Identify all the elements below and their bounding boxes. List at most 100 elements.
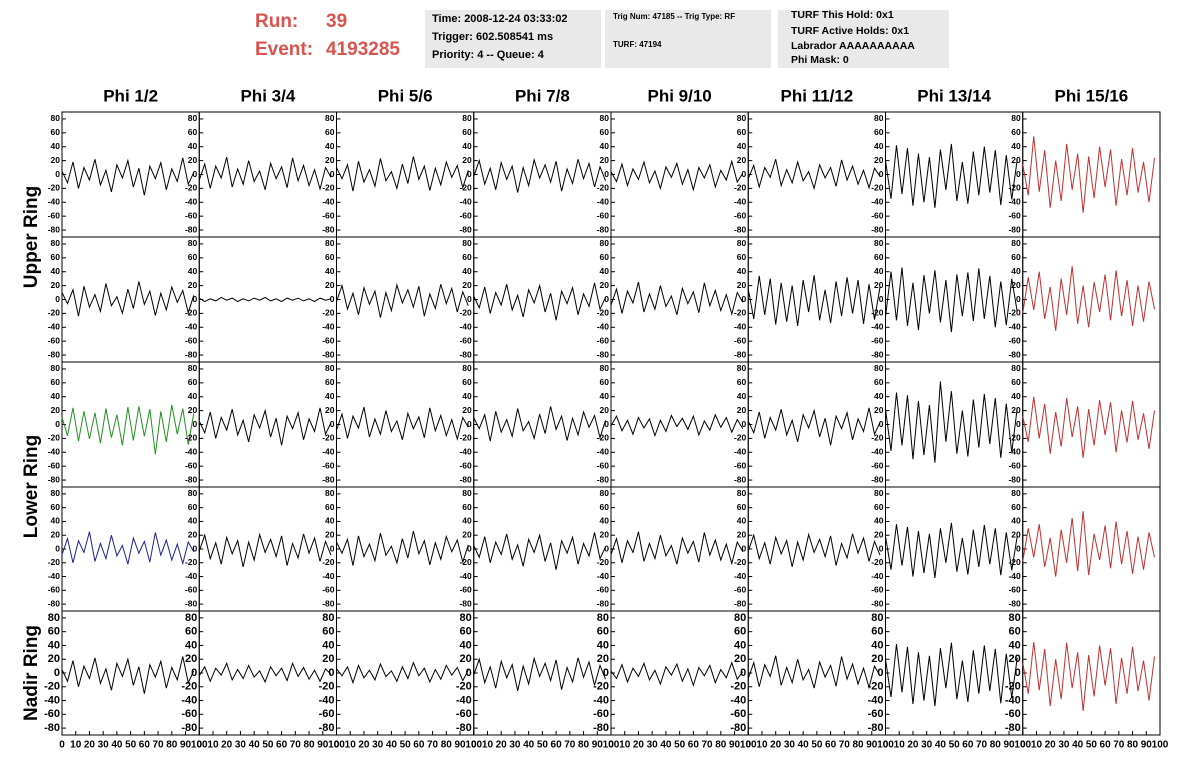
x-tick-label: 0 [471, 740, 477, 751]
y-tick-label: 60 [737, 377, 747, 387]
column-title: Phi 13/14 [917, 86, 991, 105]
y-tick-label: 20 [1009, 653, 1021, 665]
y-tick-label: -60 [48, 460, 61, 470]
y-tick-label: 0 [330, 543, 335, 553]
waveform [885, 381, 1018, 463]
y-tick-label: 80 [1011, 488, 1021, 498]
y-tick-label: -40 [597, 447, 610, 457]
y-tick-label: -20 [459, 433, 472, 443]
y-tick-label: -60 [871, 460, 884, 470]
y-tick-label: -20 [44, 681, 60, 693]
y-tick-label: 0 [604, 294, 609, 304]
y-tick-label: 0 [604, 543, 609, 553]
y-tick-label: 60 [462, 377, 472, 387]
y-tick-label: -20 [185, 557, 198, 567]
y-tick-label: 40 [737, 391, 747, 401]
waveform [1022, 266, 1156, 331]
y-tick-label: 40 [322, 639, 334, 651]
y-tick-label: 40 [462, 391, 472, 401]
y-tick-label: 80 [188, 113, 198, 123]
y-tick-label: -40 [1005, 694, 1021, 706]
y-tick-label: 0 [742, 294, 747, 304]
x-tick-label: 50 [400, 740, 412, 751]
y-tick-label: -20 [459, 557, 472, 567]
y-tick-label: 60 [188, 127, 198, 137]
panel-frame [198, 486, 337, 612]
y-tick-label: 40 [1011, 516, 1021, 526]
x-tick-label: 60 [962, 740, 974, 751]
y-tick-label: 0 [193, 543, 198, 553]
waveform [198, 407, 332, 446]
y-tick-label: 0 [879, 419, 884, 429]
y-tick-label: -60 [597, 585, 610, 595]
x-tick-label: 90 [729, 740, 741, 751]
y-tick-label: 60 [188, 502, 198, 512]
y-tick-label: 40 [600, 141, 610, 151]
y-tick-label: 0 [330, 294, 335, 304]
waveform [610, 282, 744, 317]
x-tick-label: 60 [551, 740, 563, 751]
y-tick-label: -60 [1008, 210, 1021, 220]
y-tick-label: -80 [871, 224, 884, 234]
y-tick-label: -20 [185, 433, 198, 443]
info-line: Priority: 4 -- Queue: 4 [432, 49, 545, 61]
y-tick-label: 40 [188, 141, 198, 151]
y-tick-label: -40 [734, 447, 747, 457]
event: 4193285 [326, 39, 400, 60]
y-tick-label: 60 [51, 502, 61, 512]
y-tick-label: 20 [600, 405, 610, 415]
y-tick-label: 80 [874, 113, 884, 123]
y-tick-label: 40 [737, 141, 747, 151]
y-tick-label: 80 [322, 612, 334, 624]
x-tick-label: 80 [441, 740, 453, 751]
info-line: TURF: 47194 [613, 40, 662, 49]
panel-frame [473, 111, 612, 238]
y-tick-label: -20 [730, 681, 746, 693]
y-tick-label: 0 [330, 419, 335, 429]
x-tick-label: 20 [221, 740, 233, 751]
y-tick-label: 40 [871, 639, 883, 651]
y-tick-label: -40 [593, 694, 609, 706]
x-tick-label: 40 [935, 740, 947, 751]
y-tick-label: 40 [597, 639, 609, 651]
y-tick-label: -60 [185, 335, 198, 345]
y-tick-label: 40 [51, 266, 61, 276]
x-tick-label: 0 [334, 740, 340, 751]
info-line: TURF This Hold: 0x1 [791, 9, 894, 21]
y-tick-label: 20 [188, 280, 198, 290]
y-tick-label: -40 [1008, 322, 1021, 332]
info-line: Labrador AAAAAAAAAA [791, 40, 915, 52]
y-tick-label: -80 [868, 722, 884, 734]
y-tick-label: 60 [597, 626, 609, 638]
y-tick-label: 20 [325, 529, 335, 539]
x-tick-label: 0 [883, 740, 889, 751]
y-tick-label: 80 [1011, 113, 1021, 123]
y-tick-label: 80 [462, 488, 472, 498]
y-tick-label: -40 [1008, 447, 1021, 457]
x-tick-label: 50 [1086, 740, 1098, 751]
y-tick-label: 0 [879, 169, 884, 179]
y-tick-label: 80 [737, 238, 747, 248]
y-tick-label: -80 [459, 598, 472, 608]
y-tick-label: -20 [1005, 681, 1021, 693]
y-tick-label: 60 [737, 127, 747, 137]
waveform [747, 407, 881, 446]
x-tick-label: 90 [592, 740, 604, 751]
y-tick-label: -40 [185, 571, 198, 581]
waveform [473, 282, 606, 321]
waveform [610, 413, 744, 438]
x-tick-label: 40 [386, 740, 398, 751]
y-tick-label: -80 [730, 722, 746, 734]
y-tick-label: 20 [462, 405, 472, 415]
y-tick-label: 40 [737, 266, 747, 276]
y-tick-label: 60 [322, 626, 334, 638]
y-tick-label: 20 [1011, 280, 1021, 290]
column-title: Phi 7/8 [515, 86, 570, 105]
y-tick-label: -60 [871, 335, 884, 345]
y-tick-label: 20 [188, 155, 198, 165]
y-tick-label: -20 [322, 557, 335, 567]
y-tick-label: 60 [600, 252, 610, 262]
y-tick-label: -40 [319, 694, 335, 706]
y-tick-label: 60 [325, 377, 335, 387]
